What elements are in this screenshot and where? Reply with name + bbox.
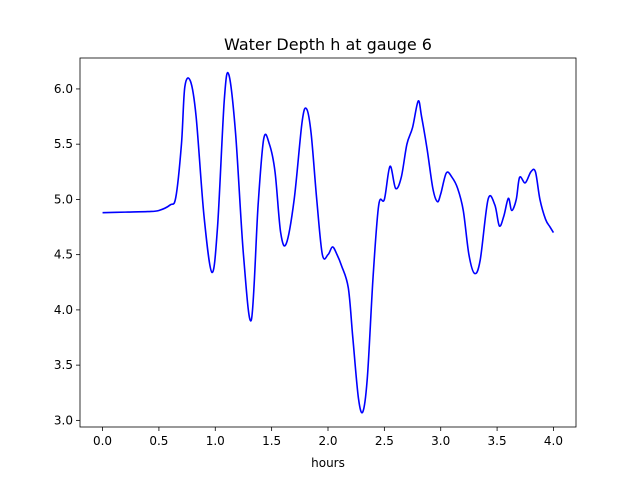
plot-area: [102, 71, 555, 414]
x-tick-label: 3.0: [431, 434, 450, 448]
x-tick-label: 4.0: [544, 434, 563, 448]
y-tick-label: 4.5: [54, 248, 73, 262]
x-axis: 0.0 0.5 1.0 1.5 2.0 2.5 3.0 3.5 4.0: [93, 427, 563, 448]
x-tick-label: 1.0: [206, 434, 225, 448]
series-line-0: [102, 71, 555, 414]
y-tick-label: 3.5: [54, 358, 73, 372]
y-tick-label: 5.5: [54, 137, 73, 151]
x-tick-label: 2.0: [318, 434, 337, 448]
y-tick-label: 3.0: [54, 413, 73, 427]
y-tick-label: 5.0: [54, 192, 73, 206]
x-axis-label: hours: [311, 456, 345, 470]
x-tick-label: 0.5: [149, 434, 168, 448]
y-tick-label: 4.0: [54, 303, 73, 317]
x-tick-label: 0.0: [93, 434, 112, 448]
x-tick-label: 1.5: [262, 434, 281, 448]
chart-title: Water Depth h at gauge 6: [224, 35, 432, 54]
y-tick-label: 6.0: [54, 82, 73, 96]
x-tick-label: 3.5: [488, 434, 507, 448]
y-axis: 3.0 3.5 4.0 4.5 5.0 5.5 6.0: [54, 82, 80, 427]
x-tick-label: 2.5: [375, 434, 394, 448]
